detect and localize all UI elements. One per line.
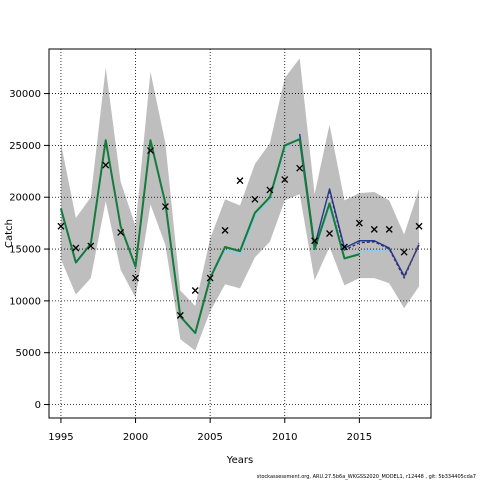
observation-layer bbox=[57, 147, 423, 319]
y-axis-title: Catch bbox=[4, 219, 15, 248]
y-tick-label: 5000 bbox=[16, 348, 41, 359]
x-tick-label: 2000 bbox=[123, 432, 148, 443]
observation-point bbox=[251, 195, 259, 203]
observation-point bbox=[266, 186, 274, 194]
y-tick-label: 10000 bbox=[9, 296, 41, 307]
observation-point bbox=[102, 161, 110, 169]
y-tick-label: 0 bbox=[35, 400, 41, 411]
observation-point bbox=[326, 230, 333, 237]
observation-point bbox=[236, 177, 244, 185]
observation-point bbox=[191, 287, 199, 294]
observation-point bbox=[281, 176, 289, 184]
y-tick-label: 20000 bbox=[9, 193, 41, 204]
observation-point bbox=[415, 222, 423, 230]
observation-point bbox=[176, 311, 184, 319]
source-footnote: stockassessment.org, ARU.27.5b6a_WKGSS20… bbox=[257, 474, 476, 480]
series-line-3 bbox=[403, 242, 420, 278]
x-tick-label: 2015 bbox=[347, 432, 372, 443]
y-tick-label: 15000 bbox=[9, 245, 41, 256]
observation-point bbox=[311, 237, 319, 245]
grid-layer bbox=[49, 49, 431, 418]
confidence-band-layer bbox=[60, 58, 420, 351]
x-tick-label: 2010 bbox=[272, 432, 297, 443]
y-tick-label: 30000 bbox=[9, 89, 41, 100]
observation-point bbox=[147, 147, 154, 155]
x-tick-label: 1995 bbox=[48, 432, 73, 443]
observation-point bbox=[385, 225, 393, 233]
observation-point bbox=[340, 243, 348, 251]
x-axis-title: Years bbox=[226, 455, 253, 466]
y-axis: 0 5000 10000 15000 20000 25000 30000 bbox=[9, 89, 49, 411]
observation-point bbox=[400, 248, 408, 256]
series-line-2 bbox=[328, 190, 420, 279]
observation-point bbox=[161, 203, 169, 211]
observation-point bbox=[57, 222, 65, 230]
y-tick-label: 25000 bbox=[9, 141, 41, 152]
observation-point bbox=[206, 274, 214, 282]
observation-point bbox=[370, 225, 378, 233]
x-axis: 1995 2000 2005 2010 2015 bbox=[48, 418, 372, 443]
confidence-band bbox=[60, 58, 420, 351]
observation-point bbox=[132, 274, 140, 282]
observation-point bbox=[87, 242, 95, 250]
observation-point bbox=[72, 244, 80, 252]
x-tick-label: 2005 bbox=[197, 432, 222, 443]
observation-point bbox=[221, 226, 229, 234]
observation-point bbox=[355, 219, 363, 227]
plot-frame bbox=[48, 48, 432, 419]
observation-point bbox=[117, 229, 125, 236]
observation-point bbox=[296, 164, 304, 172]
series-line-1 bbox=[298, 133, 420, 277]
